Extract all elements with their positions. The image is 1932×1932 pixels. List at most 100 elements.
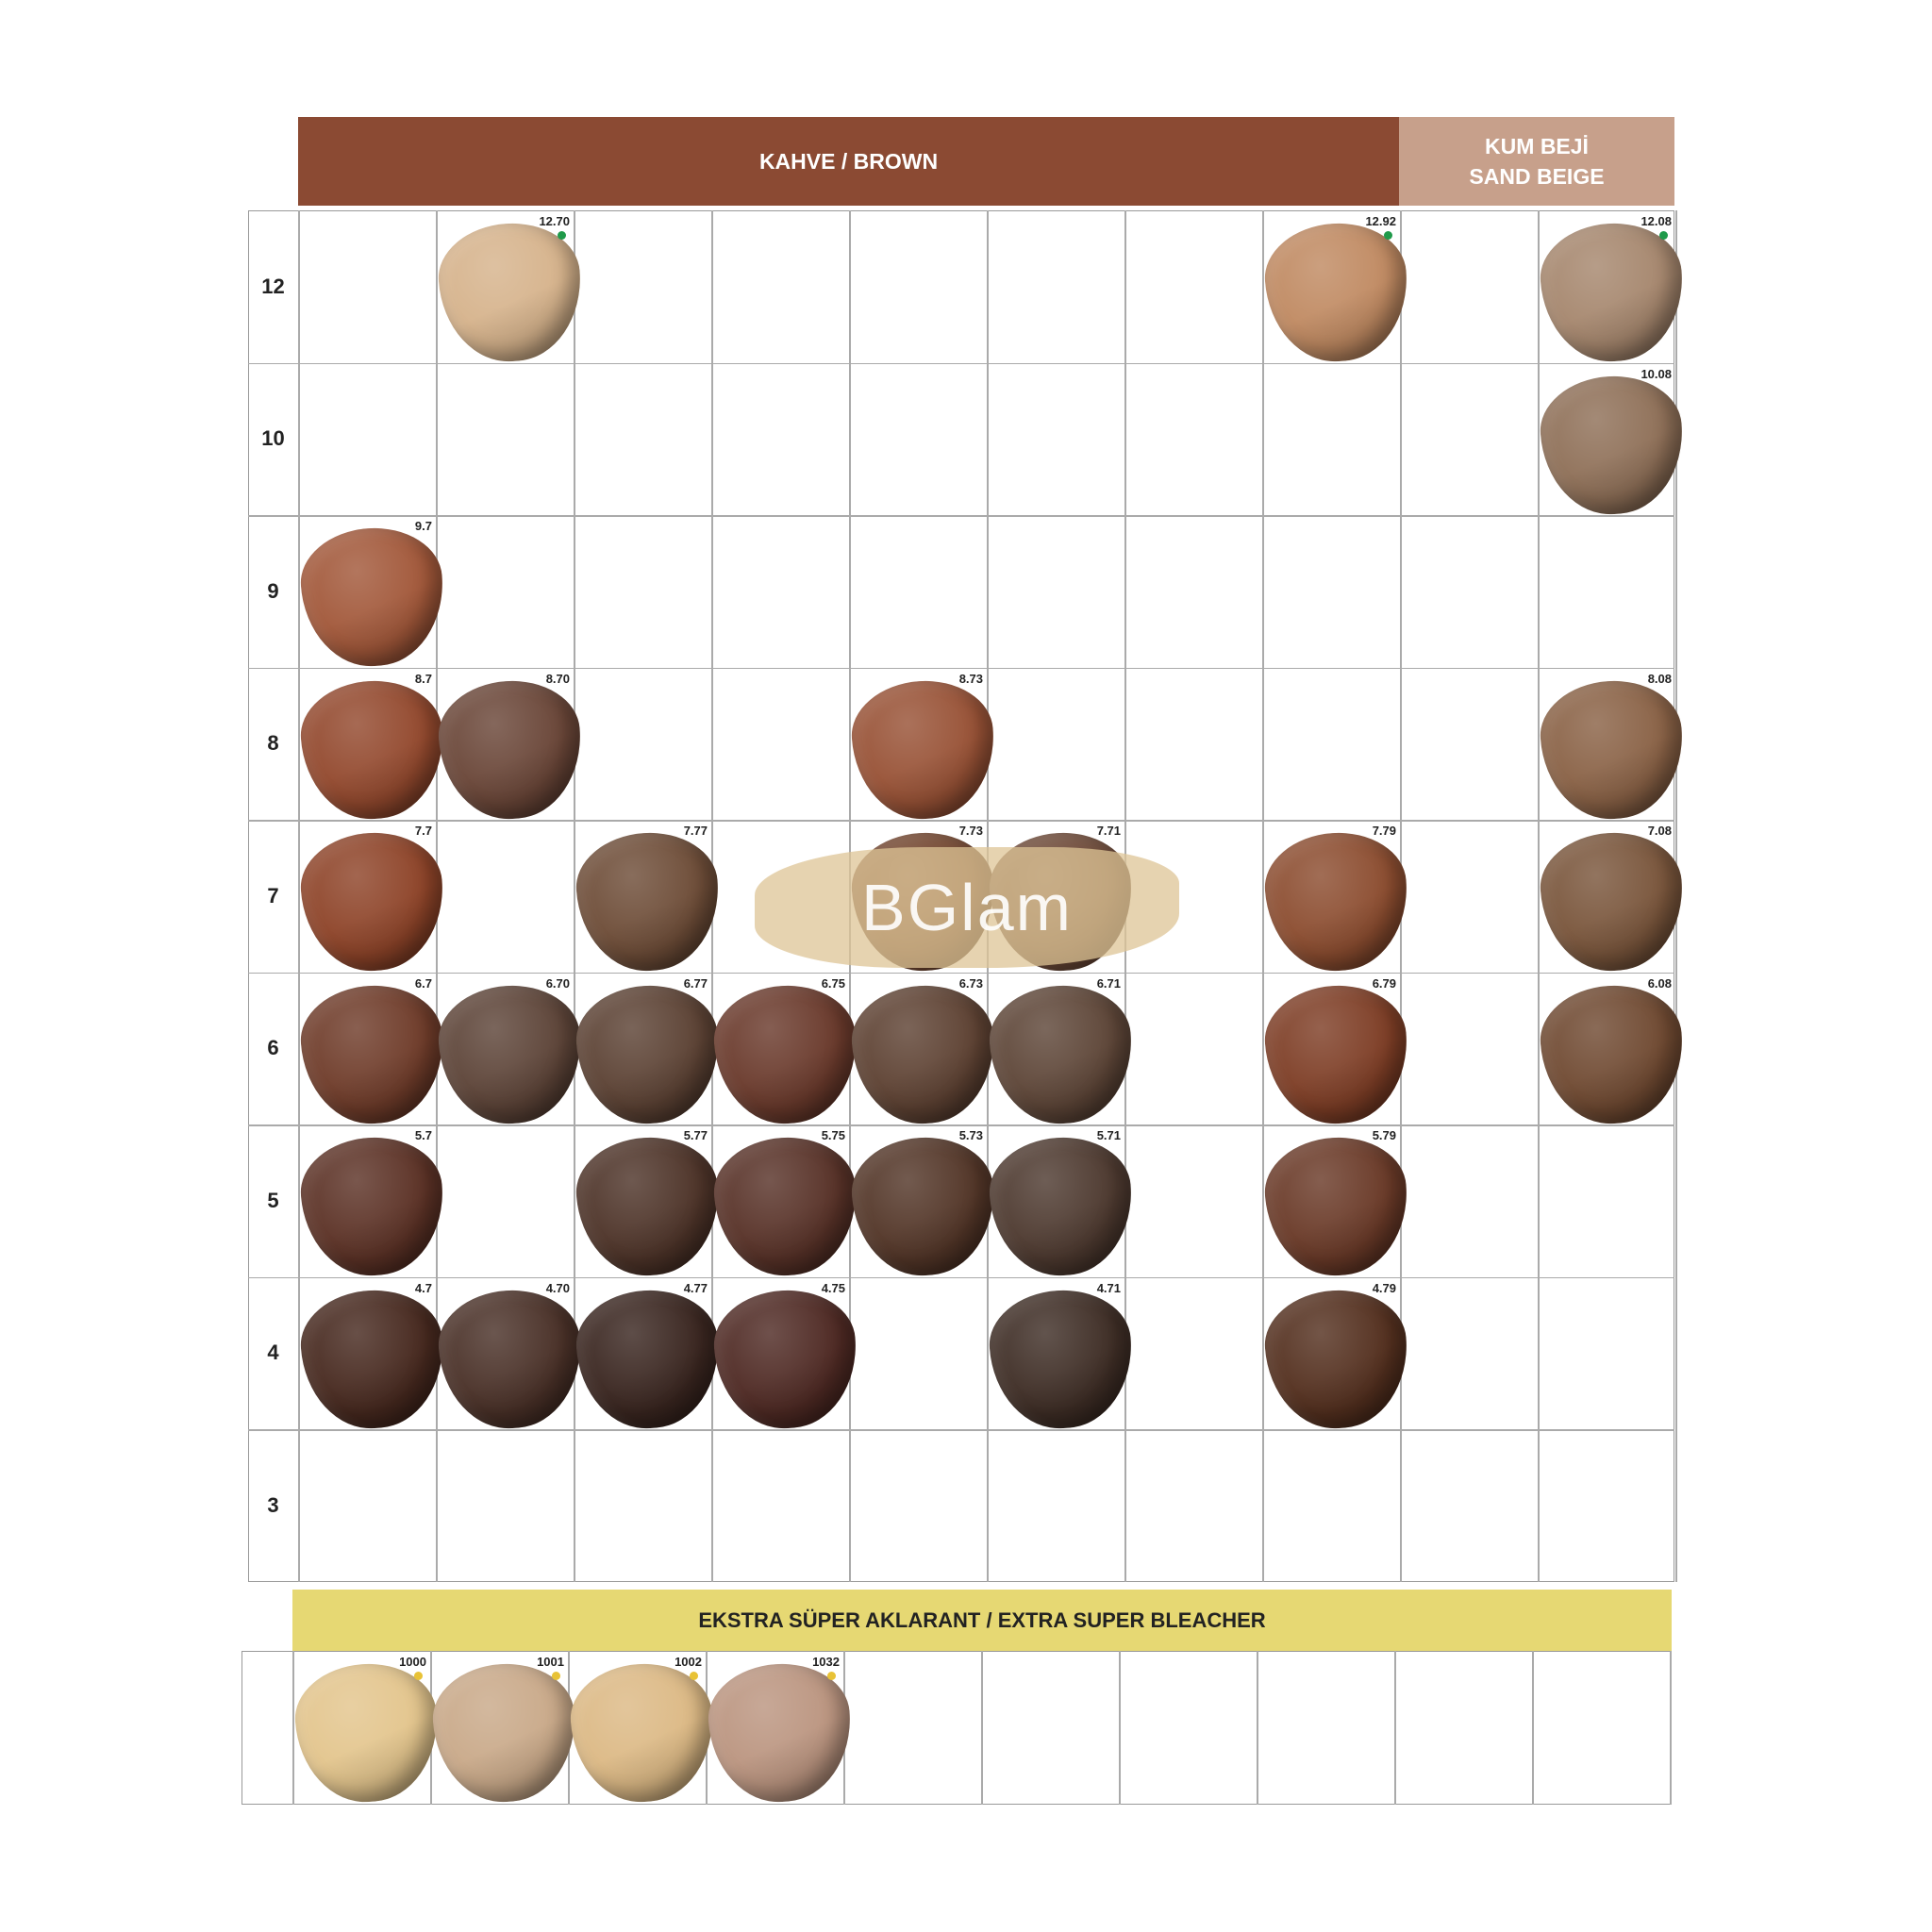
swatch-4.71[interactable]: 4.71 xyxy=(986,1277,1137,1433)
hair-swatch-image xyxy=(573,827,724,976)
swatch-5.75[interactable]: 5.75 xyxy=(710,1124,861,1281)
hair-swatch-image xyxy=(848,1132,999,1281)
swatch-8.08[interactable]: 8.08 xyxy=(1537,668,1688,824)
swatch-code: 4.7 xyxy=(414,1280,432,1295)
hair-swatch-image xyxy=(297,675,448,824)
grid-line xyxy=(248,515,1674,517)
row-label: 12 xyxy=(261,274,285,298)
swatch-code: 5.77 xyxy=(683,1128,708,1142)
swatch-6.70[interactable]: 6.70 xyxy=(435,973,586,1128)
swatch-5.7[interactable]: 5.7 xyxy=(297,1124,448,1281)
hair-swatch-image xyxy=(435,218,586,367)
hair-swatch-image xyxy=(567,1658,718,1807)
sand-beige-label-tr: KUM BEJİ xyxy=(1485,134,1589,158)
swatch-code: 7.08 xyxy=(1647,824,1672,838)
grid-line xyxy=(1394,1651,1396,1805)
hair-swatch-image xyxy=(1261,218,1412,367)
swatch-6.79[interactable]: 6.79 xyxy=(1261,973,1412,1128)
swatch-code: 6.71 xyxy=(1096,975,1121,991)
grid-line xyxy=(248,1124,1674,1126)
hair-swatch-image xyxy=(297,1285,448,1433)
grid-line xyxy=(1532,1651,1534,1805)
swatch-code: 1002 xyxy=(675,1655,702,1669)
status-dot-icon xyxy=(414,1672,423,1680)
status-dot-icon xyxy=(690,1672,698,1680)
hair-swatch-image xyxy=(573,1285,724,1433)
swatch-code: 6.75 xyxy=(821,975,845,991)
swatch-code: 7.71 xyxy=(1096,824,1121,838)
swatch-8.70[interactable]: 8.70 xyxy=(435,668,586,824)
swatch-5.73[interactable]: 5.73 xyxy=(848,1124,999,1281)
swatch-code: 4.79 xyxy=(1372,1280,1396,1295)
swatch-1000[interactable]: 1000 xyxy=(291,1651,442,1807)
grid-line xyxy=(248,362,1674,364)
swatch-4.77[interactable]: 4.77 xyxy=(573,1277,724,1433)
swatch-7.77[interactable]: 7.77 xyxy=(573,820,724,976)
swatch-code: 7.79 xyxy=(1372,824,1396,838)
hair-swatch-image xyxy=(435,980,586,1128)
swatch-12.92[interactable]: 12.92 xyxy=(1261,210,1412,367)
hair-swatch-image xyxy=(573,980,724,1128)
swatch-7.73[interactable]: 7.73 xyxy=(848,820,999,976)
watermark-logo: BGlam xyxy=(755,847,1179,968)
hair-swatch-image xyxy=(1537,827,1688,976)
grid-line xyxy=(1262,210,1264,1582)
swatch-6.75[interactable]: 6.75 xyxy=(710,973,861,1128)
swatch-code: 10.08 xyxy=(1641,366,1672,381)
grid-line xyxy=(248,820,1674,822)
hair-swatch-image xyxy=(848,980,999,1128)
grid-line xyxy=(1670,1651,1672,1805)
swatch-code: 5.71 xyxy=(1096,1128,1121,1142)
hair-swatch-image xyxy=(1537,675,1688,824)
swatch-5.71[interactable]: 5.71 xyxy=(986,1124,1137,1281)
swatch-code: 5.7 xyxy=(414,1128,432,1142)
row-label: 5 xyxy=(267,1188,279,1212)
swatch-8.7[interactable]: 8.7 xyxy=(297,668,448,824)
swatch-code: 1032 xyxy=(812,1655,840,1669)
swatch-1001[interactable]: 1001 xyxy=(429,1651,580,1807)
swatch-7.7[interactable]: 7.7 xyxy=(297,820,448,976)
grid-line xyxy=(1257,1651,1258,1805)
swatch-code: 12.08 xyxy=(1641,214,1672,228)
swatch-6.7[interactable]: 6.7 xyxy=(297,973,448,1128)
brown-header-label: KAHVE / BROWN xyxy=(758,149,939,174)
swatch-12.08[interactable]: 12.08 xyxy=(1537,210,1688,367)
swatch-code: 7.7 xyxy=(414,824,432,838)
status-dot-icon xyxy=(827,1672,836,1680)
swatch-code: 8.7 xyxy=(414,671,432,686)
swatch-10.08[interactable]: 10.08 xyxy=(1537,363,1688,519)
swatch-4.79[interactable]: 4.79 xyxy=(1261,1277,1412,1433)
hair-swatch-image xyxy=(986,1132,1137,1281)
hair-swatch-image xyxy=(986,1285,1137,1433)
swatch-12.70[interactable]: 12.70 xyxy=(435,210,586,367)
swatch-7.79[interactable]: 7.79 xyxy=(1261,820,1412,976)
swatch-6.77[interactable]: 6.77 xyxy=(573,973,724,1128)
grid-line xyxy=(298,210,300,1582)
swatch-6.71[interactable]: 6.71 xyxy=(986,973,1137,1128)
bleacher-header-label: EKSTRA SÜPER AKLARANT / EXTRA SUPER BLEA… xyxy=(698,1607,1266,1632)
swatch-4.75[interactable]: 4.75 xyxy=(710,1277,861,1433)
hair-swatch-image xyxy=(429,1658,580,1807)
swatch-7.71[interactable]: 7.71 xyxy=(986,820,1137,976)
swatch-4.70[interactable]: 4.70 xyxy=(435,1277,586,1433)
swatch-code: 4.75 xyxy=(821,1280,845,1295)
swatch-6.73[interactable]: 6.73 xyxy=(848,973,999,1128)
hair-swatch-image xyxy=(1261,1132,1412,1281)
hair-swatch-image xyxy=(1261,980,1412,1128)
swatch-code: 6.7 xyxy=(414,975,432,991)
swatch-5.77[interactable]: 5.77 xyxy=(573,1124,724,1281)
swatch-1002[interactable]: 1002 xyxy=(567,1651,718,1807)
swatch-8.73[interactable]: 8.73 xyxy=(848,668,999,824)
grid-line xyxy=(248,972,1674,974)
row-label: 9 xyxy=(267,578,279,603)
swatch-9.7[interactable]: 9.7 xyxy=(297,515,448,672)
swatch-4.7[interactable]: 4.7 xyxy=(297,1277,448,1433)
swatch-6.08[interactable]: 6.08 xyxy=(1537,973,1688,1128)
swatch-7.08[interactable]: 7.08 xyxy=(1537,820,1688,976)
grid-line xyxy=(248,1276,1674,1278)
swatch-code: 1000 xyxy=(399,1655,426,1669)
swatch-5.79[interactable]: 5.79 xyxy=(1261,1124,1412,1281)
swatch-1032[interactable]: 1032 xyxy=(705,1651,856,1807)
hair-swatch-image xyxy=(848,675,999,824)
